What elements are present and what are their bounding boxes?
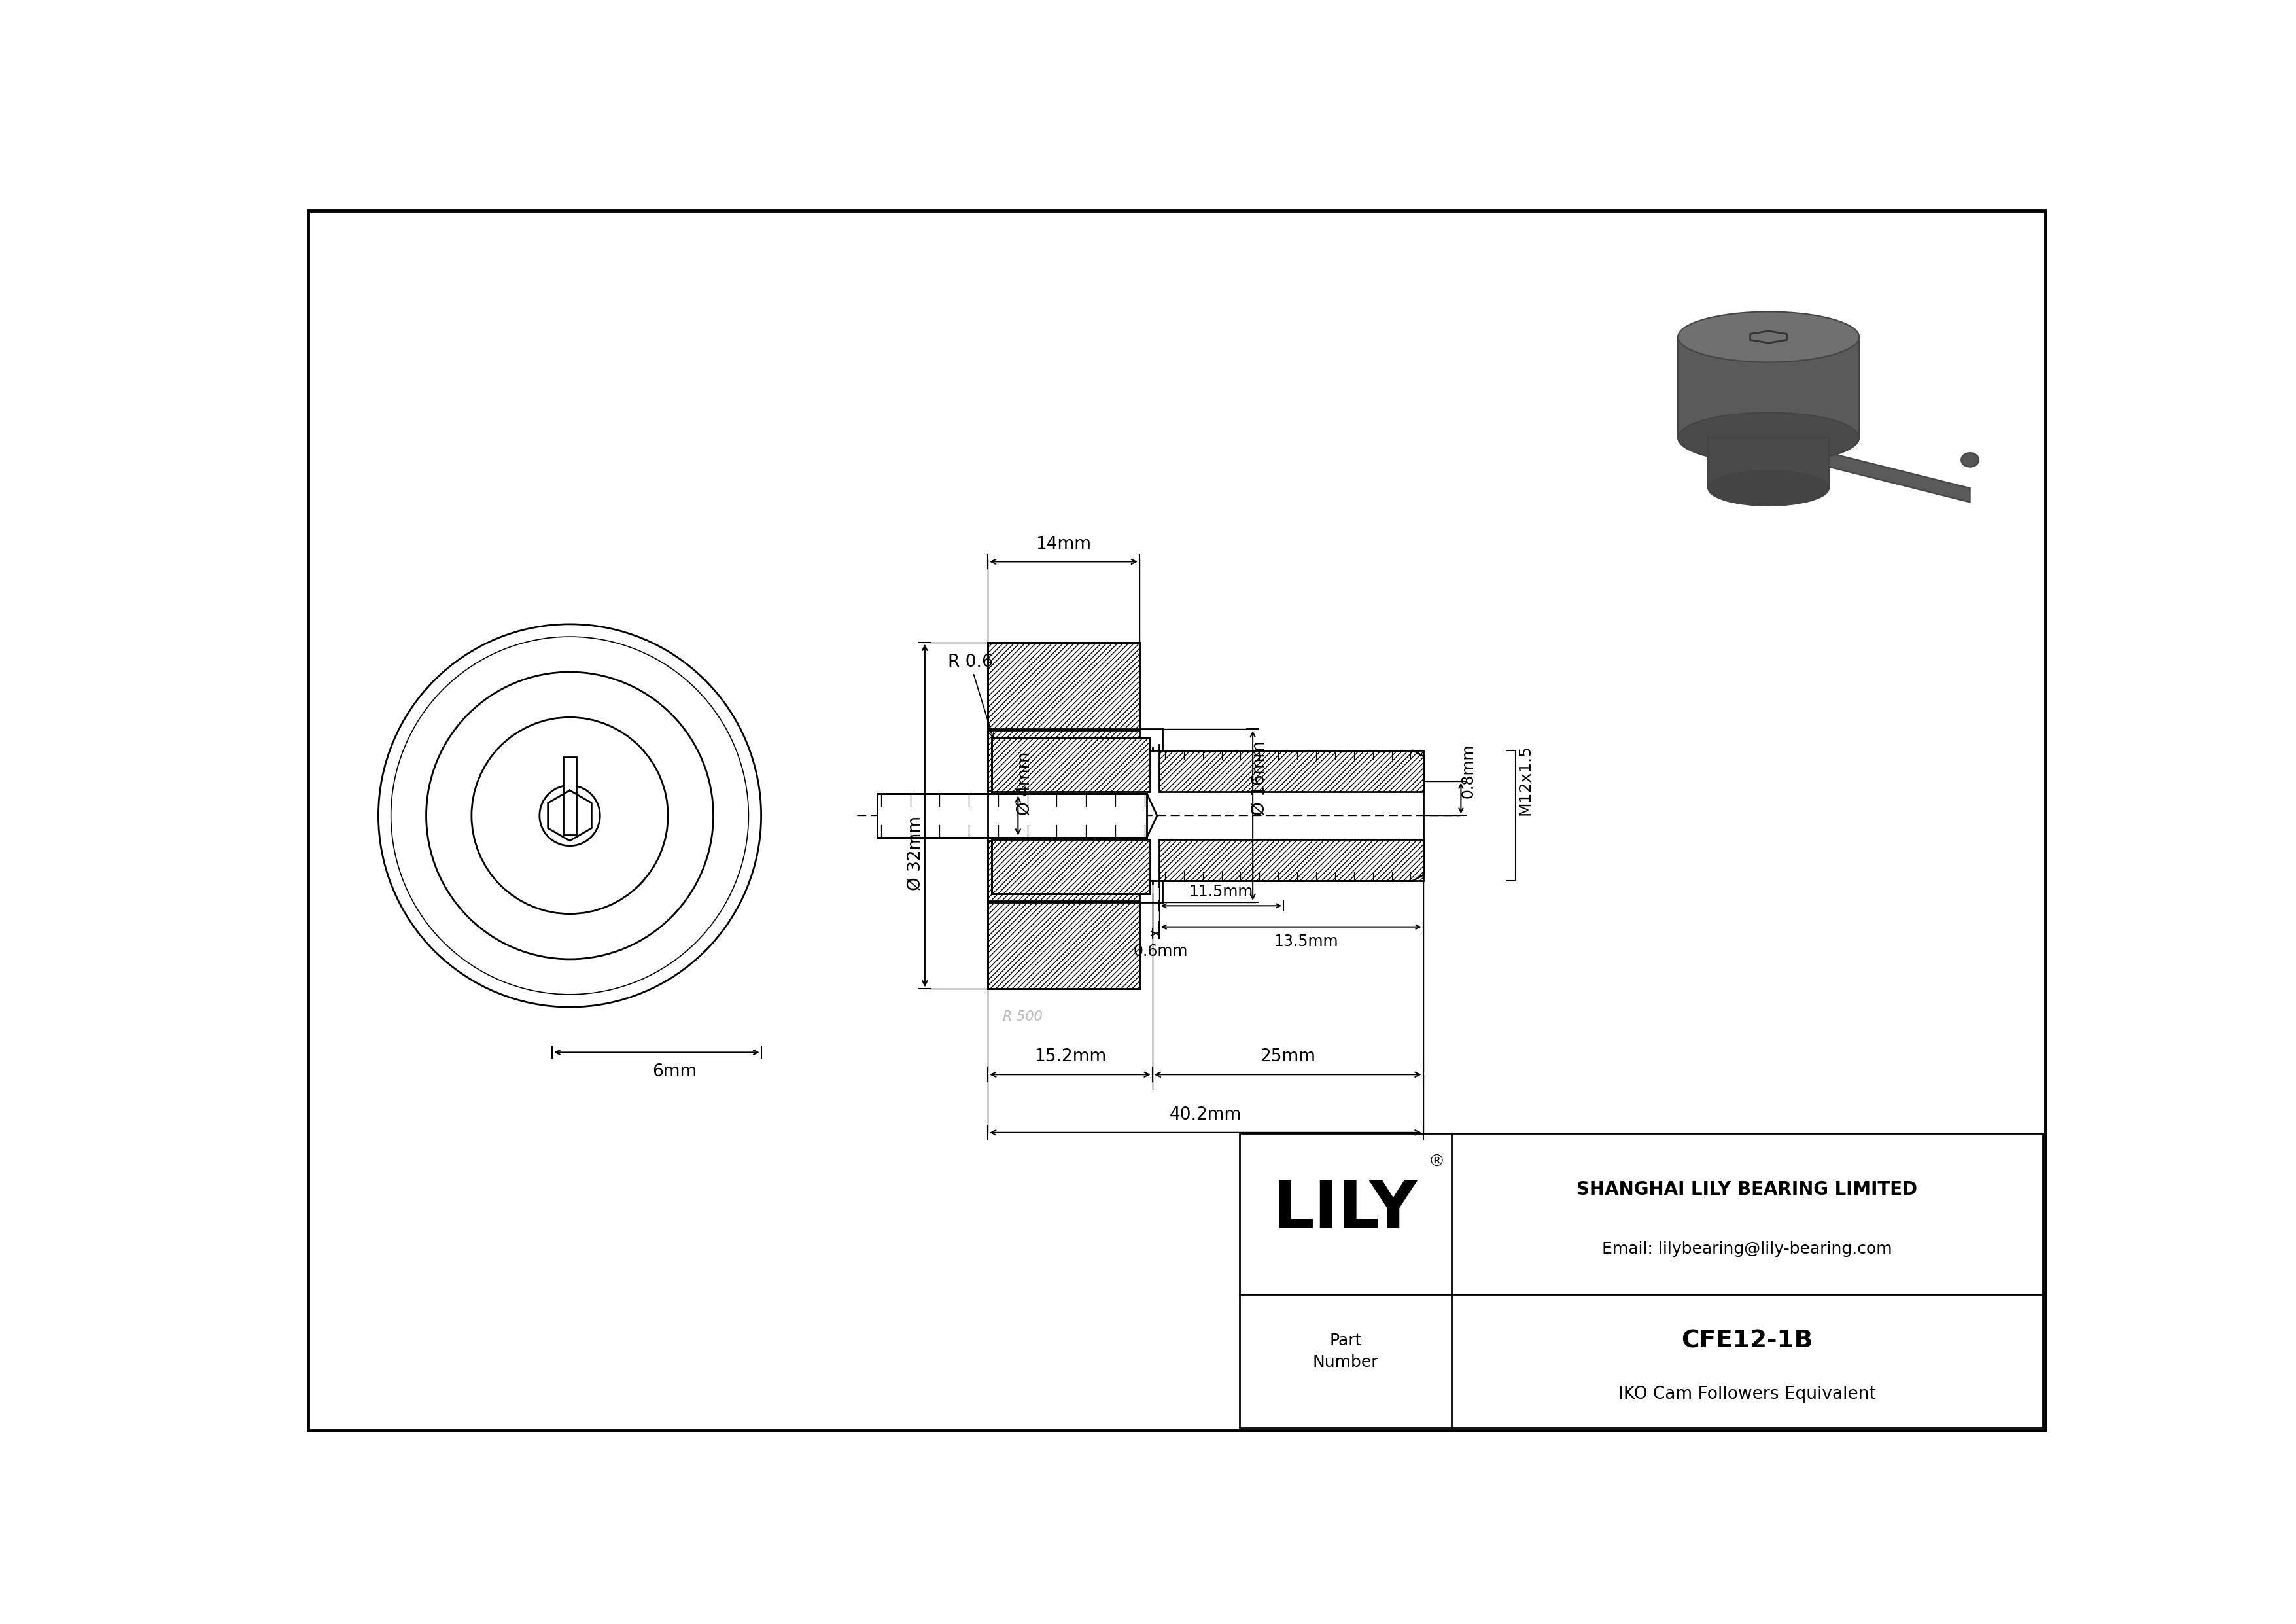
Text: Ø 32mm: Ø 32mm: [907, 815, 925, 890]
Ellipse shape: [1961, 453, 1979, 468]
Text: 11.5mm: 11.5mm: [1189, 883, 1254, 900]
Text: Part
Number: Part Number: [1313, 1333, 1378, 1371]
Polygon shape: [1159, 840, 1424, 880]
Text: Ø 4mm: Ø 4mm: [1017, 752, 1033, 815]
Text: Ø 16mm: Ø 16mm: [1251, 741, 1270, 815]
Text: Email: lilybearing@lily-bearing.com: Email: lilybearing@lily-bearing.com: [1603, 1241, 1892, 1257]
Polygon shape: [1708, 438, 1830, 489]
Bar: [563, 757, 576, 835]
Text: 6mm: 6mm: [652, 1064, 696, 1080]
Polygon shape: [987, 903, 1139, 989]
Text: 0.8mm: 0.8mm: [1460, 744, 1476, 799]
Polygon shape: [992, 840, 1150, 893]
Text: 15.2mm: 15.2mm: [1033, 1049, 1107, 1065]
Bar: [1240, 1134, 2043, 1427]
Ellipse shape: [1678, 412, 1860, 463]
Text: R 0.6: R 0.6: [948, 654, 994, 737]
Polygon shape: [1830, 453, 1970, 502]
Text: LILY: LILY: [1274, 1179, 1417, 1242]
Text: IKO Cam Followers Equivalent: IKO Cam Followers Equivalent: [1619, 1385, 1876, 1403]
Polygon shape: [1159, 750, 1424, 791]
Text: 40.2mm: 40.2mm: [1169, 1106, 1242, 1124]
Text: ®: ®: [1428, 1155, 1444, 1169]
Polygon shape: [987, 841, 1139, 901]
Text: 0.6mm: 0.6mm: [1134, 944, 1187, 960]
Polygon shape: [987, 641, 1139, 729]
Text: 13.5mm: 13.5mm: [1274, 934, 1339, 948]
Polygon shape: [992, 737, 1150, 791]
Ellipse shape: [1678, 312, 1860, 362]
Polygon shape: [987, 731, 1139, 791]
Text: 25mm: 25mm: [1261, 1049, 1316, 1065]
Text: M12x1.5: M12x1.5: [1518, 745, 1534, 815]
Text: SHANGHAI LILY BEARING LIMITED: SHANGHAI LILY BEARING LIMITED: [1577, 1181, 1917, 1199]
Bar: [877, 794, 1148, 838]
Ellipse shape: [1708, 471, 1830, 505]
Text: CFE12-1B: CFE12-1B: [1681, 1328, 1814, 1353]
Text: R 500: R 500: [1003, 1010, 1042, 1023]
Text: 14mm: 14mm: [1035, 536, 1091, 552]
Polygon shape: [1678, 336, 1860, 438]
